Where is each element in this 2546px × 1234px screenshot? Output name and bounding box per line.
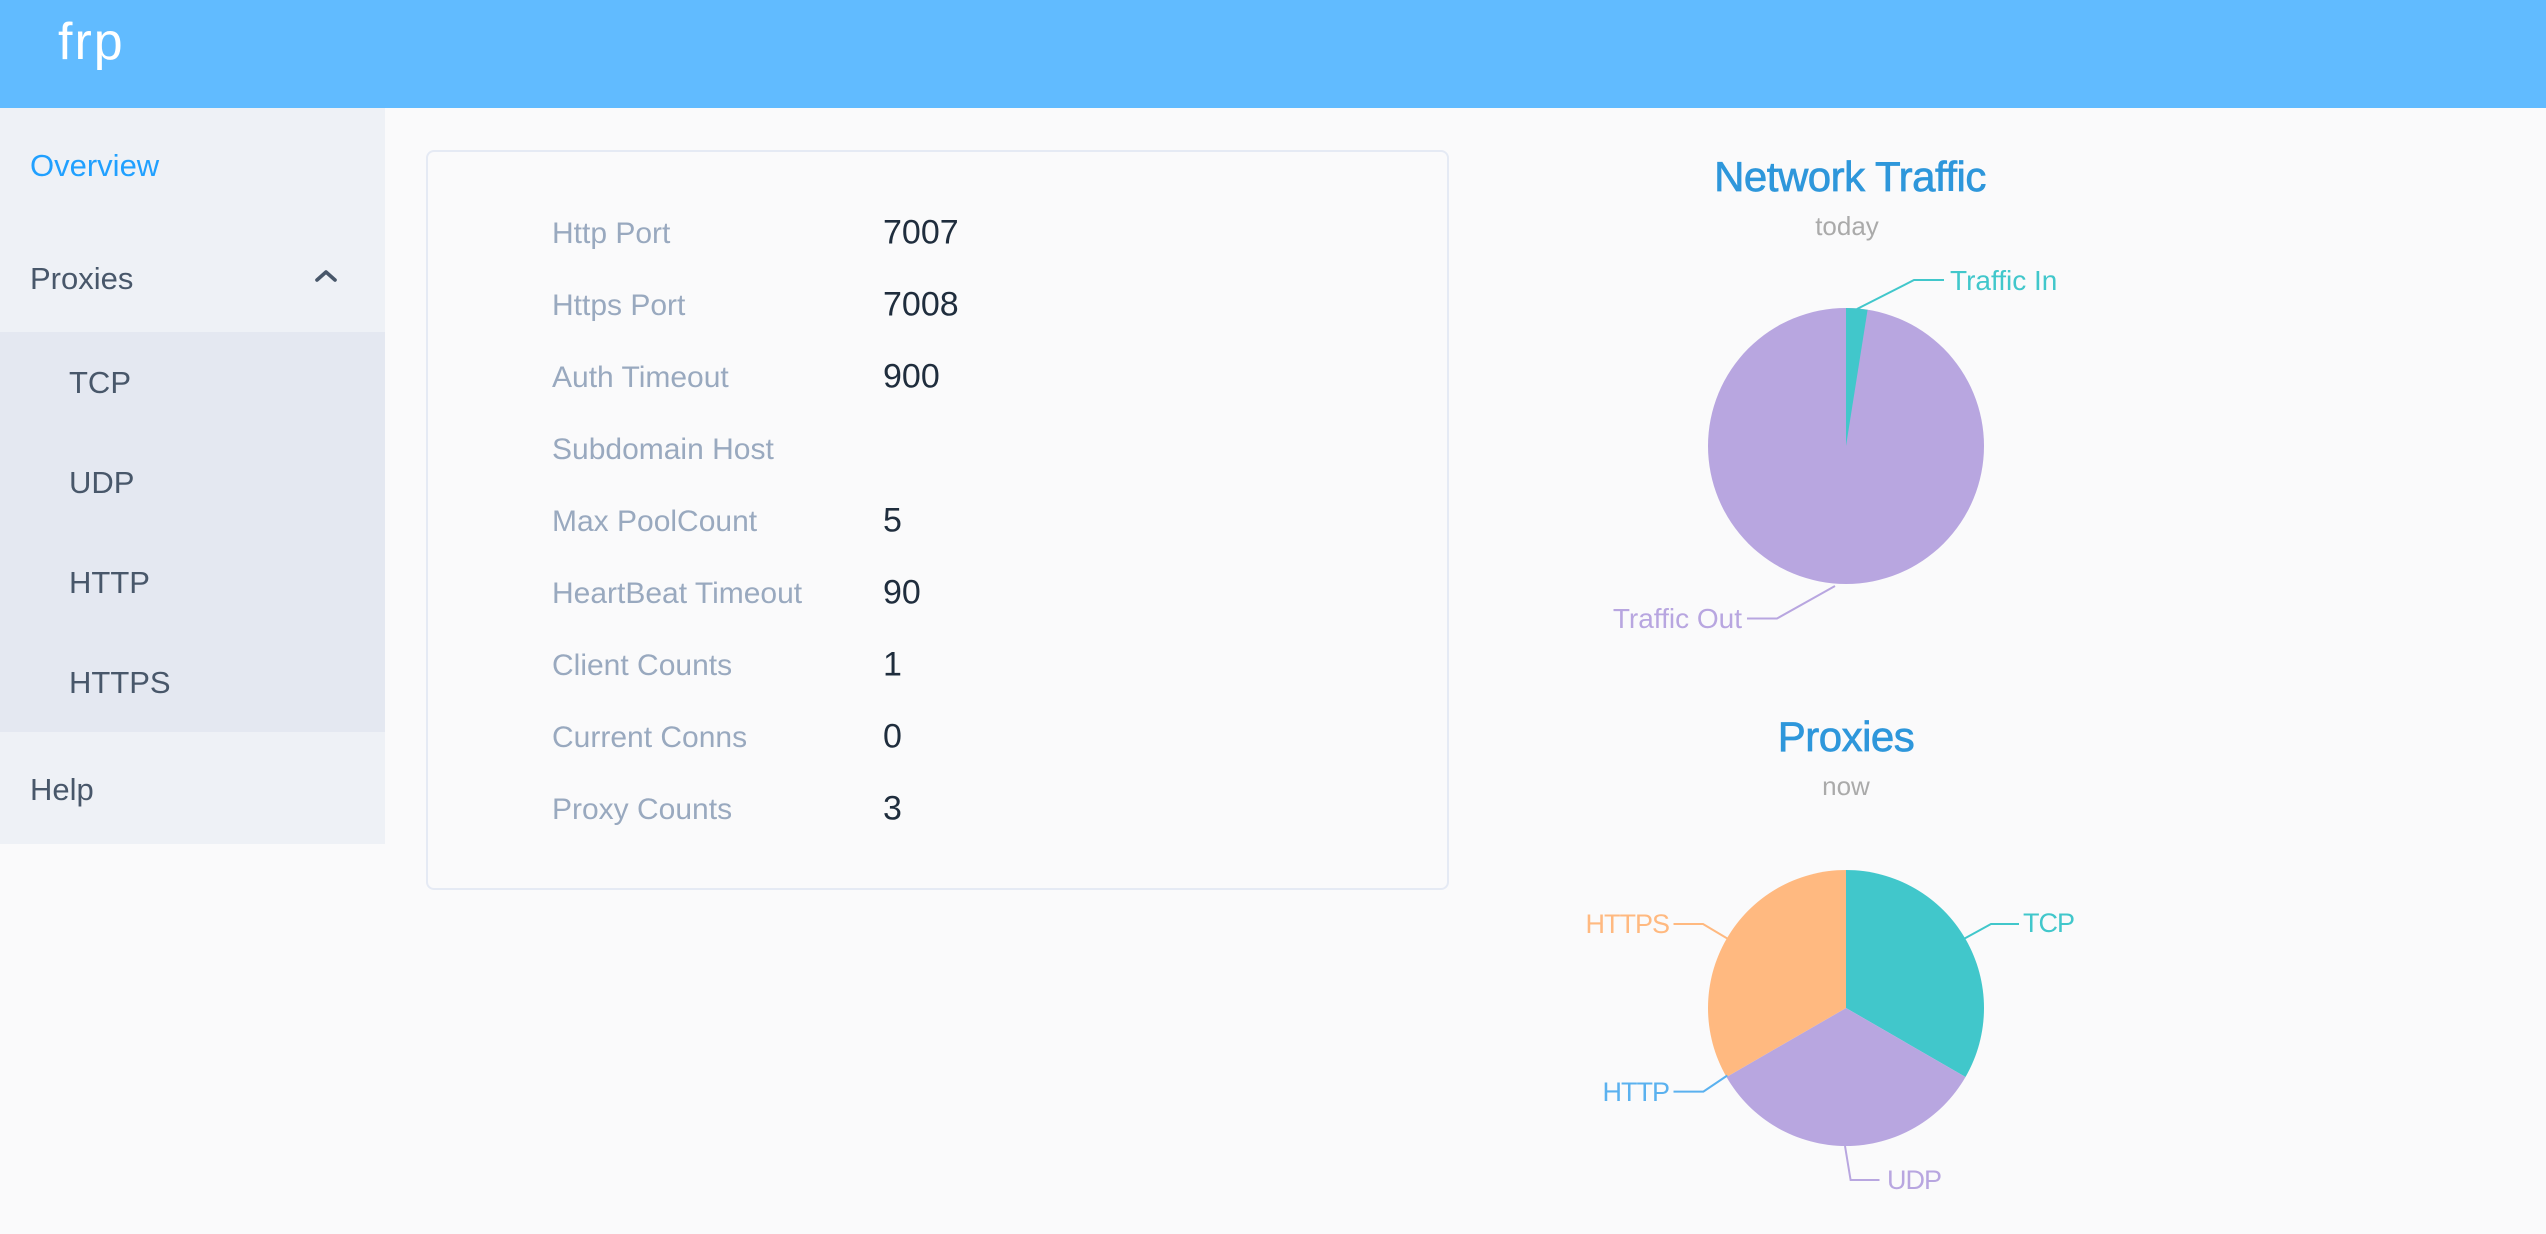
svg-text:TCP: TCP xyxy=(2023,908,2074,938)
svg-text:Network Traffic: Network Traffic xyxy=(1714,153,1986,200)
svg-text:HTTP: HTTP xyxy=(1603,1077,1670,1107)
svg-text:now: now xyxy=(1822,771,1870,801)
svg-text:Traffic Out: Traffic Out xyxy=(1613,603,1742,634)
svg-text:Traffic In: Traffic In xyxy=(1950,265,2057,296)
svg-text:today: today xyxy=(1815,211,1879,241)
svg-text:UDP: UDP xyxy=(1887,1165,1941,1195)
svg-text:Proxies: Proxies xyxy=(1778,713,1915,760)
svg-text:HTTPS: HTTPS xyxy=(1585,909,1669,939)
